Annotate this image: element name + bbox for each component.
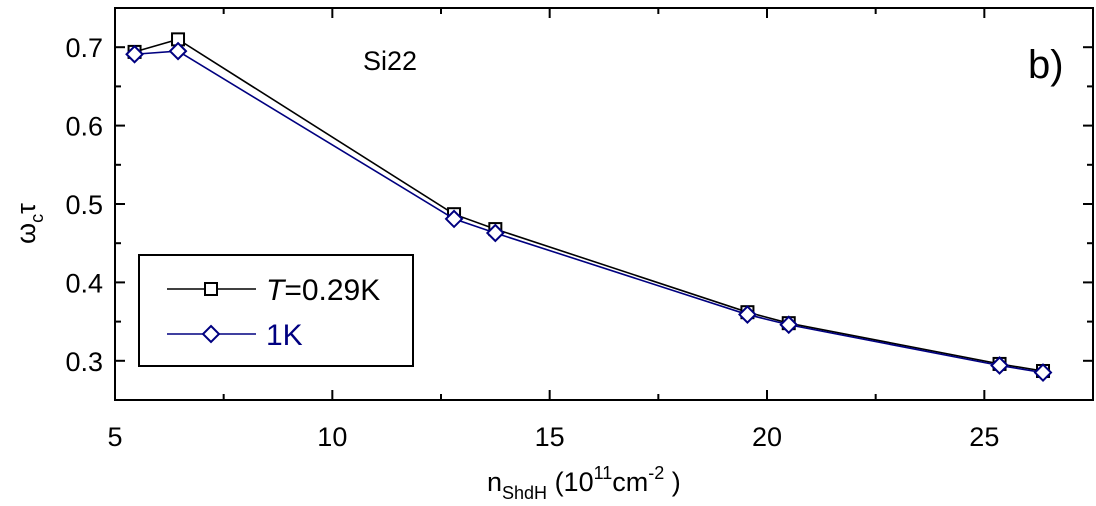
- data-point: [125, 44, 144, 64]
- legend: T=0.29K 1K: [138, 254, 414, 367]
- x-label-exp2: -2: [648, 463, 664, 483]
- x-label-main: n: [487, 467, 502, 497]
- data-point: [1033, 363, 1053, 382]
- panel-label: b): [1028, 43, 1064, 87]
- x-tick-label: 5: [107, 422, 122, 452]
- legend-marker: [204, 282, 218, 296]
- x-label-sub: ShdH: [502, 483, 547, 503]
- legend-entry-2: 1K: [167, 319, 303, 352]
- y-label-sub: c: [27, 214, 47, 223]
- legend-entry-1: T=0.29K: [167, 274, 380, 307]
- series-2: [125, 41, 1053, 382]
- x-label-exp1: 11: [594, 463, 613, 483]
- x-label-close: ): [664, 467, 681, 497]
- axis-ticks: [114, 7, 1094, 401]
- x-tick-label: 20: [752, 422, 782, 452]
- y-axis-label: ωcτ: [11, 203, 47, 244]
- x-tick-label: 25: [969, 422, 999, 452]
- y-tick-label: 0.4: [65, 268, 103, 298]
- x-axis-label: nShdH (1011cm-2 ): [487, 463, 681, 503]
- data-point: [444, 209, 464, 229]
- y-tick-label: 0.3: [65, 347, 103, 377]
- y-tick-label: 0.7: [65, 33, 103, 63]
- series-line: [134, 50, 1044, 374]
- legend-label-text: =0.29K: [284, 274, 380, 307]
- x-tick-label: 15: [535, 422, 565, 452]
- legend-box: [138, 254, 414, 367]
- y-label-tail: τ: [11, 203, 41, 214]
- y-tick-label: 0.5: [65, 190, 103, 220]
- x-label-open: (10: [547, 467, 594, 497]
- sample-annotation: Si22: [363, 46, 417, 76]
- data-point: [485, 223, 505, 243]
- data-point: [738, 305, 757, 324]
- x-tick-label: 10: [317, 422, 347, 452]
- legend-entries: T=0.29K 1K: [167, 274, 380, 352]
- series-line: [134, 38, 1044, 372]
- legend-label: 1K: [266, 319, 303, 352]
- legend-label-text: 1K: [266, 319, 303, 352]
- tick-labels: 5 10 15 20 25 0.3 0.4 0.5 0.6 0.7: [65, 33, 999, 452]
- data-point: [990, 356, 1009, 375]
- series-group: [125, 32, 1053, 382]
- data-point: [168, 41, 188, 61]
- x-label-mid: cm: [612, 467, 648, 497]
- y-label-main: ω: [11, 223, 41, 244]
- legend-label: T=0.29K: [266, 274, 380, 307]
- legend-marker: [201, 324, 221, 344]
- data-point: [779, 315, 799, 335]
- y-tick-label: 0.6: [65, 112, 103, 142]
- legend-label-italic: T: [266, 274, 287, 307]
